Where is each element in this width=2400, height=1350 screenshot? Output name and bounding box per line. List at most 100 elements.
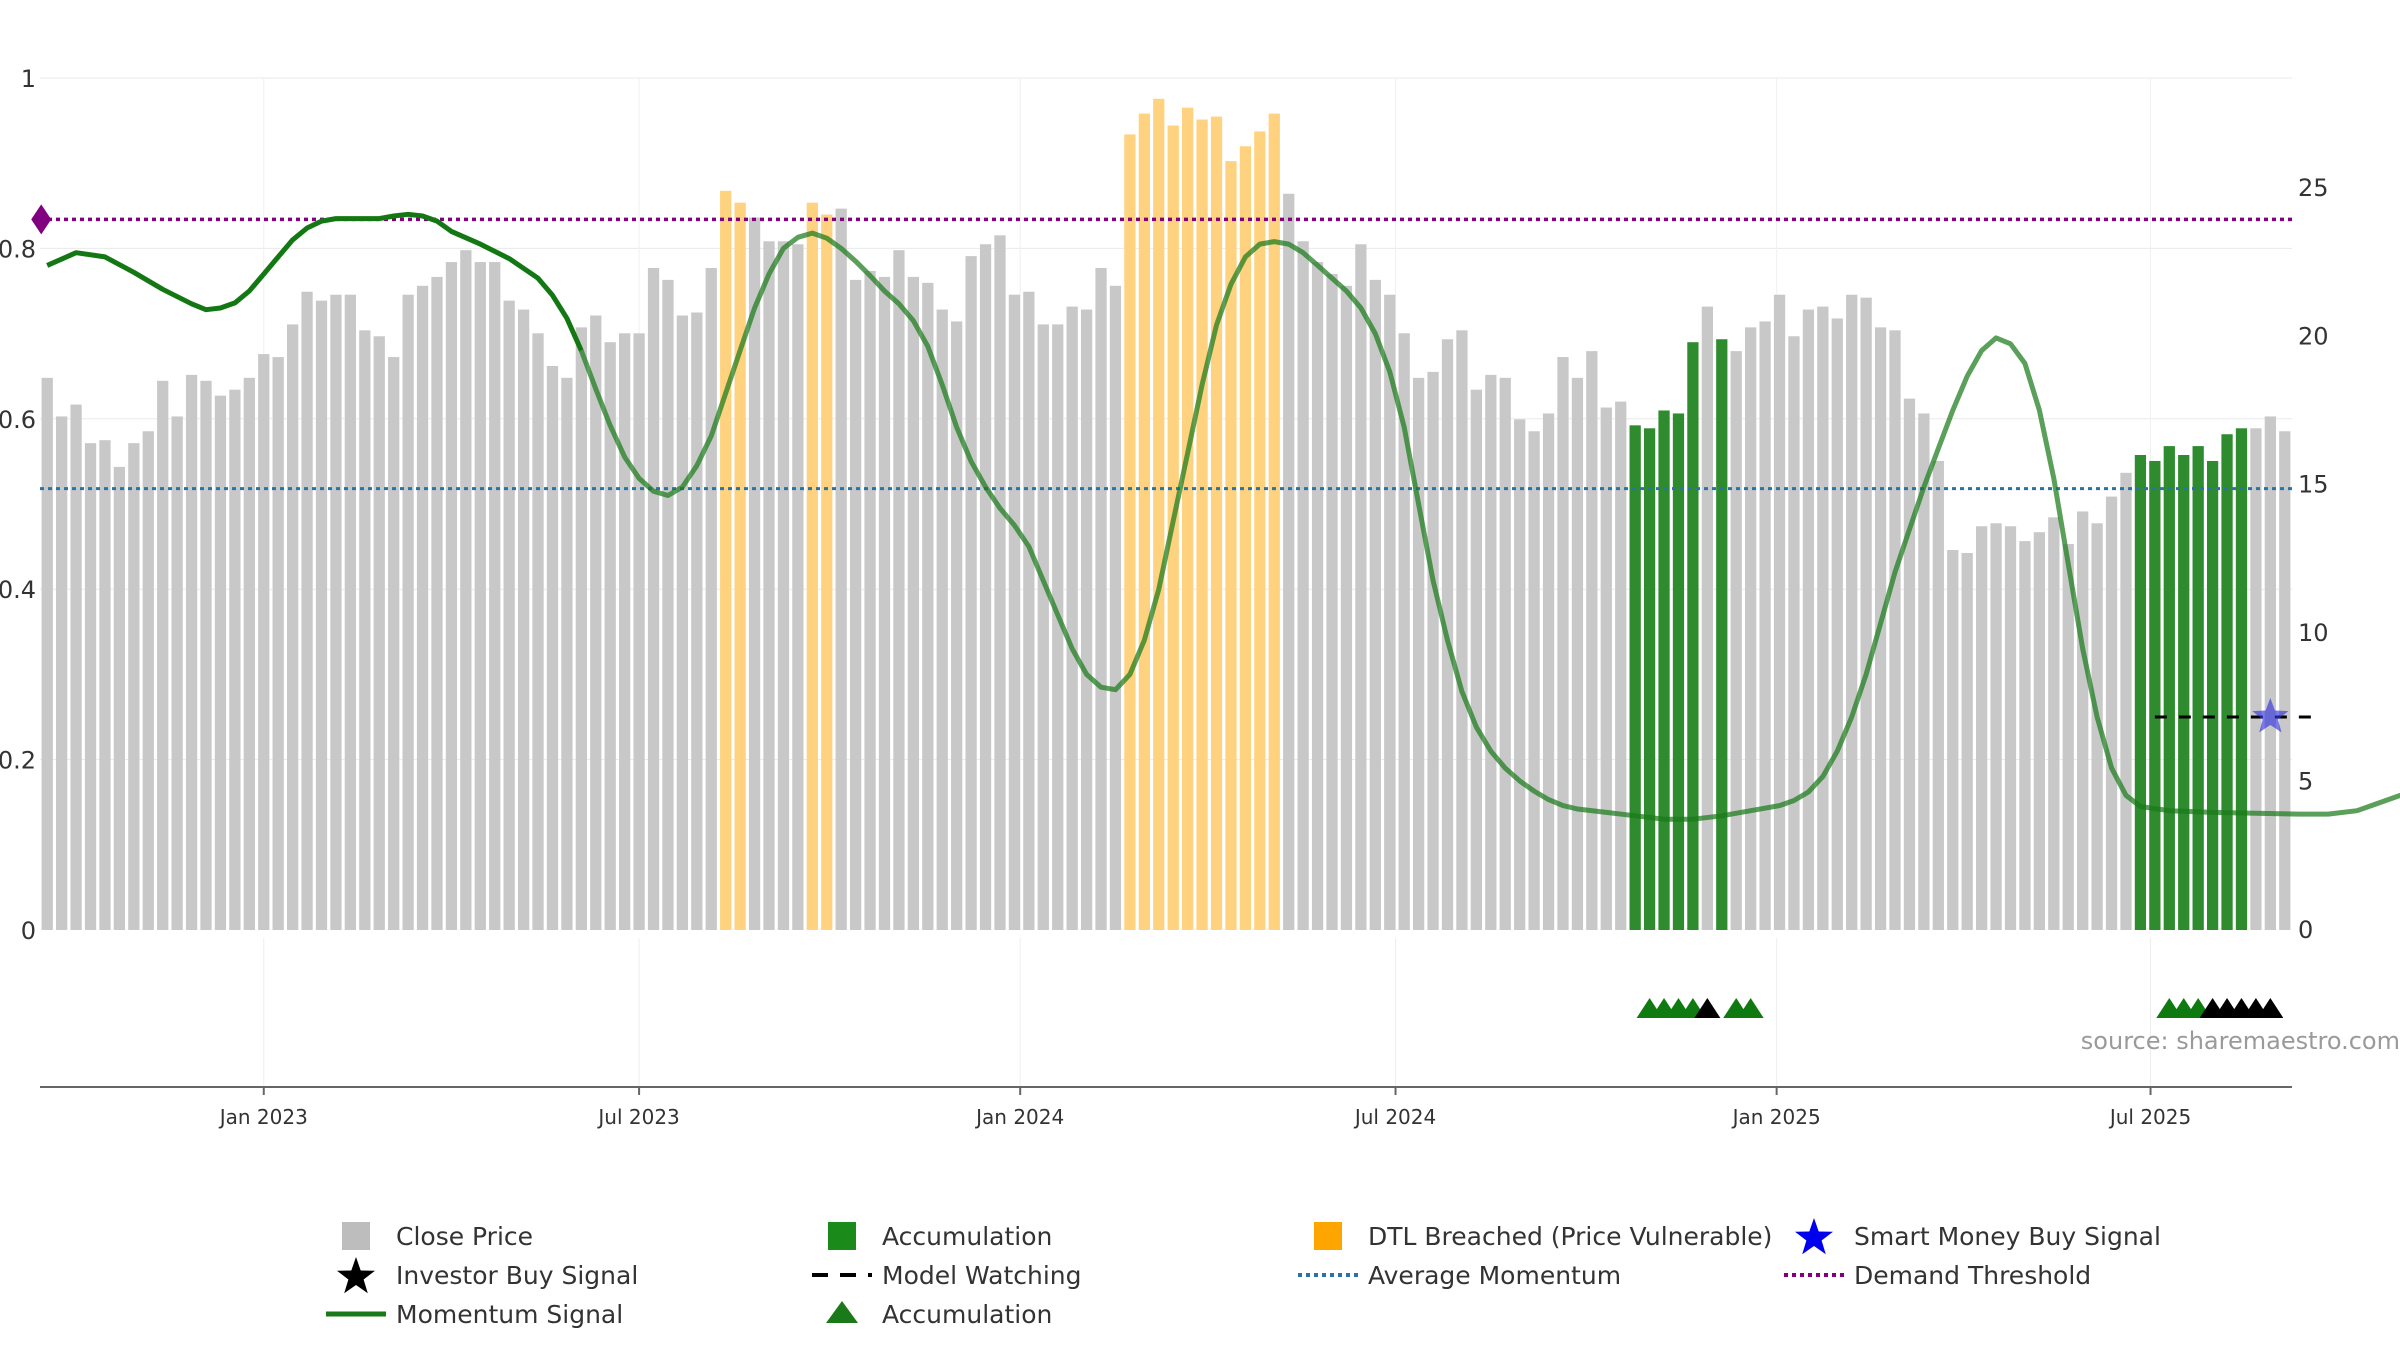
close-price-bar [1485,374,1497,930]
left-axis-tick: 0.8 [0,235,36,263]
dtl-breached-bar [1138,113,1150,930]
x-axis-tick-label: Jan 2024 [974,1105,1064,1129]
close-price-bar [388,357,400,931]
close-price-bar [1701,306,1713,931]
legend-label: DTL Breached (Price Vulnerable) [1368,1222,1772,1251]
close-price-bar [1384,294,1396,930]
close-price-bar [1355,244,1367,930]
close-price-bar [965,256,977,930]
close-price-bar [286,324,299,930]
close-price-bar [1297,241,1309,930]
accumulation-bar [2235,428,2248,930]
close-price-bar [1571,377,1584,930]
legend-item: Investor Buy Signal [337,1257,638,1294]
x-axis-tick-label: Jul 2023 [596,1105,679,1129]
investor-buy-marker [1694,998,1721,1018]
accumulation-bar [1716,339,1728,930]
close-price-bar [748,217,761,931]
smart-money-buy-signal-marker [2252,698,2289,733]
close-price-bar [84,443,97,930]
accumulation-bar [2149,460,2161,930]
close-price-bar [1398,333,1410,931]
x-axis-tick-label: Jul 2025 [2108,1105,2191,1129]
legend-item: Accumulation [828,1222,1052,1251]
close-price-bar [1369,279,1381,931]
close-price-bar [489,262,501,930]
left-axis-tick: 1 [21,65,36,93]
legend-label: Accumulation [882,1222,1052,1251]
close-price-bar [272,357,284,931]
close-price-bar [893,250,905,931]
close-price-bar [301,291,313,930]
close-price-bar [763,241,775,930]
close-price-bar [2004,526,2017,930]
close-price-bar [1412,377,1425,930]
close-price-bar [2077,511,2089,930]
dtl-breached-bar [1210,116,1223,930]
close-price-bar [517,309,530,930]
close-price-bar [2279,431,2291,930]
close-price-bar [1427,371,1439,930]
close-price-bar [2062,544,2074,930]
close-price-bar [2105,496,2118,930]
close-price-bar [1052,324,1064,930]
close-price-bar [113,466,126,930]
legend-label: Investor Buy Signal [396,1261,638,1290]
legend-label: Model Watching [882,1261,1082,1290]
close-price-bar [979,244,992,930]
right-axis-tick: 0 [2298,916,2313,944]
close-price-bar [1975,526,1988,930]
accumulation-bar [2221,434,2233,930]
legend-swatch-star [1795,1218,1833,1255]
close-price-bar [1456,330,1468,931]
dtl-breached-bar [1268,113,1280,930]
close-price-bar [474,262,486,930]
close-price-bar [662,279,674,931]
close-price-bar [1470,389,1483,931]
legend-swatch-square [342,1222,370,1250]
close-price-bar [1846,294,1858,930]
close-price-bar [1514,419,1526,930]
close-price-bar [1759,321,1771,930]
right-axis-tick: 25 [2298,174,2329,202]
legend-item: Model Watching [812,1261,1082,1290]
close-price-bar [907,276,920,931]
close-price-bar [1340,285,1353,930]
close-price-bar [561,377,573,930]
close-price-bar [445,262,458,930]
accumulation-bar [2134,455,2147,930]
close-price-bar [705,267,717,930]
accumulation-bar [2192,446,2204,930]
dtl-breached-bar [1182,107,1194,931]
right-axis-tick: 10 [2298,619,2329,647]
left-axis-tick: 0.2 [0,747,36,775]
dtl-breached-bar [1239,146,1252,930]
close-price-bar [1499,377,1511,930]
accumulation-bar [2178,455,2190,930]
close-price-bar [416,285,429,930]
legend-item: Momentum Signal [326,1300,623,1329]
close-price-bar [647,267,660,930]
right-axis-tick: 15 [2298,471,2329,499]
accumulation-bar [1629,425,1641,930]
close-price-bar [922,282,934,930]
close-price-bar [2120,472,2132,930]
close-price-bar [951,321,963,930]
close-price-bar [1109,285,1122,930]
legend-swatch-triangle [826,1301,858,1323]
right-axis-tick: 20 [2298,322,2329,350]
legend-label: Momentum Signal [396,1300,623,1329]
demand-threshold-marker [31,204,52,235]
close-price-bar [258,354,270,930]
close-price-bar [590,315,602,930]
close-price-bar [1326,273,1338,931]
left-axis-tick: 0.4 [0,576,36,604]
close-price-bar [373,336,385,930]
close-price-bar [1615,401,1627,930]
close-price-bar [200,380,212,930]
close-price-bar [604,342,616,930]
legend-label: Average Momentum [1368,1261,1621,1290]
legend-label: Smart Money Buy Signal [1854,1222,2161,1251]
close-price-bar [1932,460,1944,930]
